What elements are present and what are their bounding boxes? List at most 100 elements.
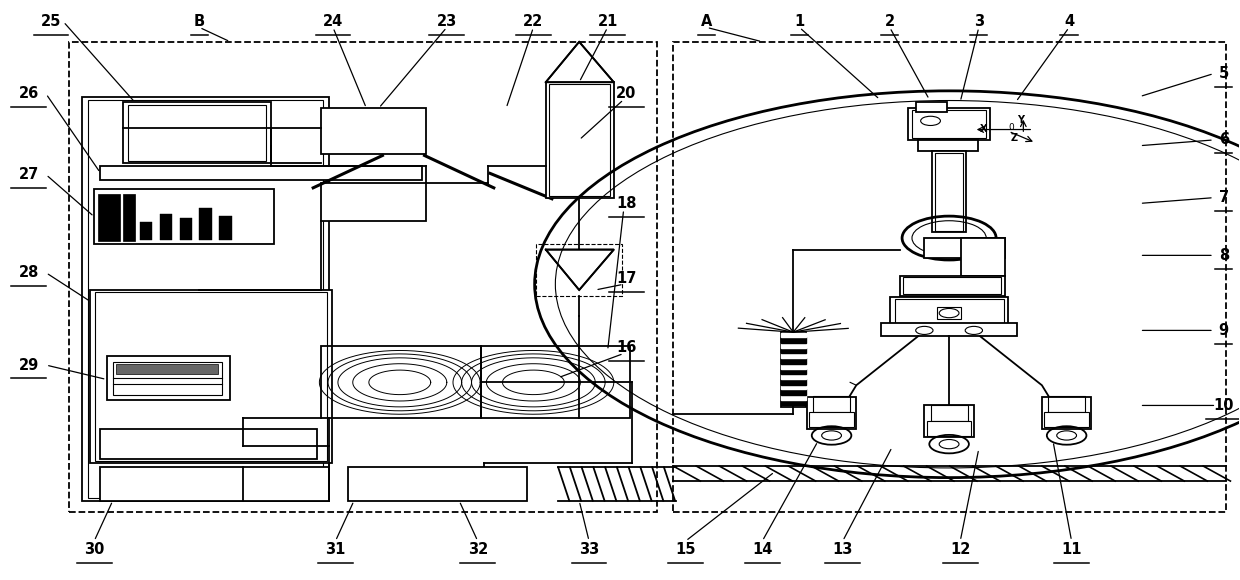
Bar — [1048, 396, 1085, 412]
Text: Z: Z — [1011, 133, 1018, 143]
Text: 9: 9 — [1219, 323, 1229, 338]
Bar — [536, 244, 622, 296]
Text: 24: 24 — [322, 14, 343, 29]
Bar — [140, 223, 153, 240]
Text: 3: 3 — [973, 14, 983, 29]
Bar — [347, 467, 527, 501]
Text: 31: 31 — [325, 542, 346, 557]
Text: 4: 4 — [1064, 14, 1074, 29]
Polygon shape — [546, 42, 614, 82]
Bar — [107, 356, 231, 400]
Bar — [95, 292, 327, 461]
Bar — [128, 105, 267, 161]
Bar — [908, 108, 990, 140]
Text: 2: 2 — [884, 14, 895, 29]
Bar — [321, 183, 425, 221]
Bar — [673, 42, 1226, 512]
Polygon shape — [781, 395, 806, 400]
Bar — [546, 82, 614, 198]
Text: 1: 1 — [795, 14, 805, 29]
Text: 13: 13 — [832, 542, 853, 557]
Bar — [100, 429, 317, 459]
Bar — [1044, 412, 1089, 427]
Text: 7: 7 — [1219, 190, 1229, 205]
Bar — [117, 364, 218, 374]
Bar — [123, 103, 272, 163]
Text: 16: 16 — [616, 340, 636, 355]
Text: 5: 5 — [1219, 66, 1229, 81]
Bar — [481, 346, 630, 418]
Bar — [200, 208, 212, 240]
Bar — [549, 84, 610, 196]
Text: 6: 6 — [1219, 132, 1229, 147]
Text: 15: 15 — [676, 542, 696, 557]
Bar — [91, 290, 332, 463]
Bar — [113, 361, 222, 395]
Bar — [98, 194, 120, 241]
Bar — [915, 102, 946, 112]
Bar — [903, 277, 1001, 294]
Bar — [100, 166, 422, 180]
Bar — [88, 100, 324, 498]
Polygon shape — [781, 343, 806, 348]
Bar — [924, 238, 1004, 258]
Text: 32: 32 — [467, 542, 487, 557]
Polygon shape — [781, 389, 806, 395]
Bar — [1042, 397, 1091, 429]
Text: 28: 28 — [19, 265, 38, 280]
Bar — [100, 467, 330, 501]
Polygon shape — [781, 358, 806, 364]
Bar — [924, 405, 973, 437]
Bar — [219, 216, 232, 240]
Text: 29: 29 — [19, 357, 38, 372]
Text: X: X — [980, 125, 987, 135]
Bar — [813, 396, 851, 412]
Text: 30: 30 — [84, 542, 104, 557]
Bar — [123, 194, 135, 241]
Text: 8: 8 — [1219, 248, 1229, 263]
Bar — [94, 189, 274, 244]
Bar — [926, 421, 971, 436]
Bar — [961, 238, 1004, 276]
Text: A: A — [701, 14, 712, 29]
Text: 18: 18 — [616, 196, 636, 211]
Text: 11: 11 — [1061, 542, 1081, 557]
Text: 20: 20 — [616, 86, 636, 102]
Polygon shape — [781, 374, 806, 379]
Polygon shape — [781, 364, 806, 368]
Polygon shape — [781, 348, 806, 353]
Text: 27: 27 — [19, 167, 38, 182]
Text: 25: 25 — [41, 14, 61, 29]
Polygon shape — [781, 338, 806, 343]
Bar — [807, 397, 857, 429]
Bar — [781, 332, 806, 407]
Bar — [321, 346, 481, 418]
Polygon shape — [781, 333, 806, 338]
Bar — [69, 42, 657, 512]
Bar — [82, 97, 330, 501]
Polygon shape — [781, 379, 806, 385]
Bar — [930, 405, 967, 421]
Text: 23: 23 — [436, 14, 456, 29]
Text: 12: 12 — [950, 542, 971, 557]
Text: 22: 22 — [523, 14, 543, 29]
Text: 17: 17 — [616, 271, 636, 286]
Text: 0: 0 — [1008, 122, 1014, 132]
Bar — [321, 108, 425, 154]
Bar — [160, 214, 172, 240]
Bar — [935, 153, 962, 230]
Text: 33: 33 — [579, 542, 599, 557]
Text: 26: 26 — [19, 86, 38, 102]
Text: B: B — [193, 14, 205, 29]
Polygon shape — [781, 353, 806, 358]
Bar — [895, 299, 1003, 323]
Bar — [911, 110, 986, 138]
Bar — [882, 324, 1017, 336]
Bar — [890, 297, 1008, 325]
Text: 14: 14 — [753, 542, 773, 557]
Bar — [936, 307, 961, 319]
Bar — [899, 276, 1004, 296]
Bar — [931, 151, 966, 232]
Polygon shape — [781, 385, 806, 389]
Polygon shape — [781, 400, 806, 405]
